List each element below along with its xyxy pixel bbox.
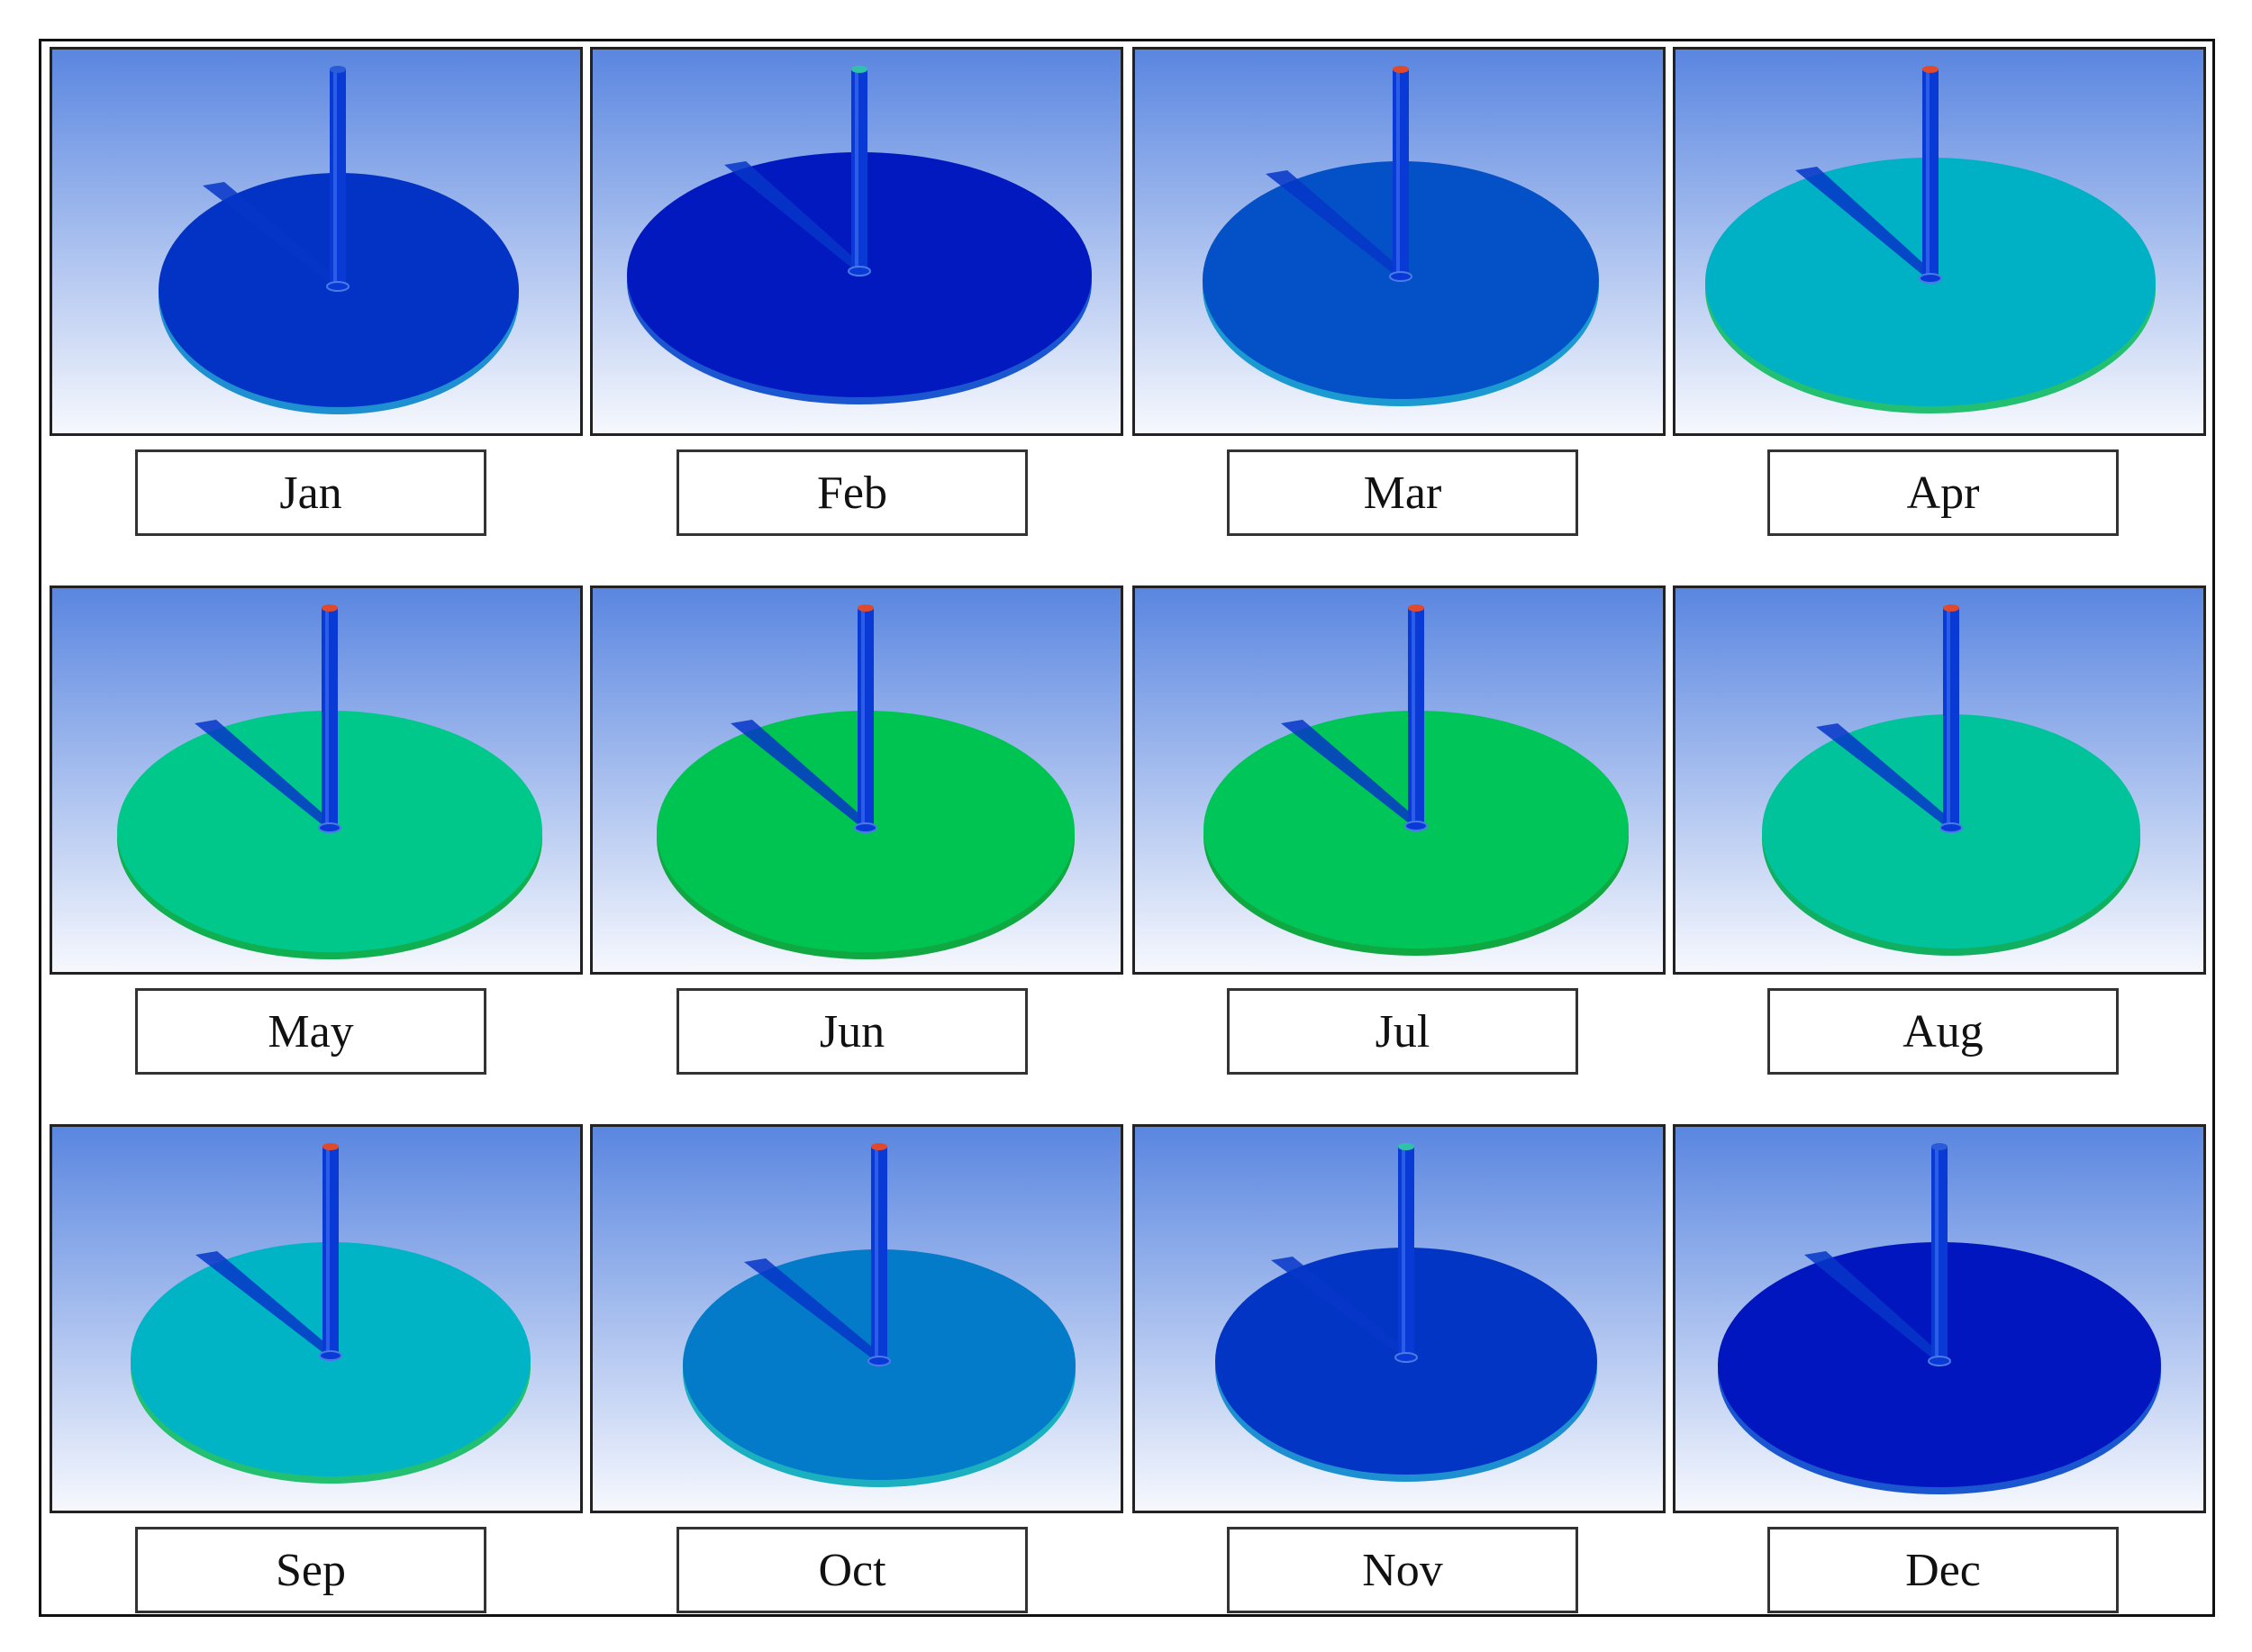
- month-label-sep: Sep: [135, 1527, 486, 1613]
- pole: [1398, 1147, 1414, 1357]
- pole-base: [1928, 1356, 1951, 1366]
- pole: [322, 1147, 339, 1356]
- pole-shadow: [744, 1258, 885, 1361]
- pole-shadow: [1281, 720, 1421, 826]
- pole-base: [854, 822, 877, 833]
- month-label-dec: Dec: [1767, 1527, 2119, 1613]
- pole-highlight: [1412, 608, 1415, 826]
- month-label-aug: Aug: [1767, 988, 2119, 1075]
- panel-render: [52, 50, 580, 433]
- pole-base: [319, 1350, 342, 1361]
- pole: [1922, 69, 1939, 278]
- simulation-panel-sep: [50, 1124, 583, 1513]
- month-label-jan: Jan: [135, 449, 486, 536]
- pole: [330, 69, 346, 286]
- pole-tip: [1408, 604, 1424, 612]
- pole: [1943, 608, 1959, 828]
- pole-highlight: [1402, 1147, 1405, 1357]
- simulation-panel-nov: [1132, 1124, 1666, 1513]
- simulation-panel-jan: [50, 47, 583, 436]
- pole: [1931, 1147, 1948, 1361]
- pole-highlight: [1396, 69, 1400, 277]
- pole-tip: [858, 604, 874, 612]
- panel-render: [1135, 1127, 1663, 1511]
- pole-shadow: [1795, 167, 1936, 278]
- pole-tip: [322, 604, 338, 612]
- simulation-panel-dec: [1673, 1124, 2206, 1513]
- figure-frame: [39, 39, 2215, 1617]
- pole-tip: [1943, 604, 1959, 612]
- pole-highlight: [1935, 1147, 1939, 1361]
- panel-render: [1675, 50, 2203, 433]
- pole-base: [1919, 273, 1942, 284]
- pole-base: [1404, 821, 1428, 831]
- simulation-panel-oct: [590, 1124, 1123, 1513]
- panel-render: [593, 1127, 1121, 1511]
- pole-tip: [871, 1143, 887, 1150]
- pole-shadow: [195, 720, 335, 828]
- pole-highlight: [326, 1147, 330, 1356]
- panel-render: [52, 1127, 580, 1511]
- pole-shadow: [195, 1251, 336, 1356]
- pole-highlight: [1947, 608, 1950, 828]
- panel-render: [52, 588, 580, 972]
- pole: [322, 608, 338, 828]
- month-label-may: May: [135, 988, 486, 1075]
- pole-base: [1389, 271, 1412, 282]
- pole-highlight: [1926, 69, 1930, 278]
- pole-highlight: [325, 608, 329, 828]
- pole-shadow: [1804, 1251, 1945, 1361]
- simulation-panel-feb: [590, 47, 1123, 436]
- pole-base: [326, 281, 350, 292]
- pole: [851, 69, 867, 271]
- pole: [871, 1147, 887, 1361]
- panel-render: [1135, 588, 1663, 972]
- simulation-panel-jul: [1132, 585, 1666, 975]
- panel-render: [1675, 1127, 2203, 1511]
- pole-tip: [330, 66, 346, 73]
- month-label-mar: Mar: [1227, 449, 1578, 536]
- simulation-panel-aug: [1673, 585, 2206, 975]
- simulation-panel-apr: [1673, 47, 2206, 436]
- pole-highlight: [333, 69, 337, 286]
- pole-highlight: [855, 69, 858, 271]
- pole-shadow: [1266, 170, 1406, 277]
- panel-render: [593, 588, 1121, 972]
- month-label-oct: Oct: [677, 1527, 1028, 1613]
- pole-base: [1939, 822, 1963, 833]
- pole-base: [1394, 1352, 1418, 1363]
- pole: [1393, 69, 1409, 277]
- month-label-nov: Nov: [1227, 1527, 1578, 1613]
- pole-tip: [851, 66, 867, 73]
- panel-render: [593, 50, 1121, 433]
- pole-base: [318, 822, 341, 833]
- pole-shadow: [1271, 1257, 1412, 1357]
- pole-base: [867, 1356, 891, 1366]
- pole-tip: [322, 1143, 339, 1150]
- month-label-jun: Jun: [677, 988, 1028, 1075]
- pole-highlight: [861, 608, 865, 828]
- pole: [858, 608, 874, 828]
- panel-render: [1675, 588, 2203, 972]
- simulation-panel-mar: [1132, 47, 1666, 436]
- pole-tip: [1393, 66, 1409, 73]
- pole-shadow: [724, 161, 865, 271]
- pole-tip: [1398, 1143, 1414, 1150]
- pole-shadow: [1816, 723, 1957, 828]
- pole-highlight: [875, 1147, 878, 1361]
- month-label-feb: Feb: [677, 449, 1028, 536]
- panel-render: [1135, 50, 1663, 433]
- pole: [1408, 608, 1424, 826]
- pole-shadow: [731, 720, 871, 828]
- pole-base: [848, 266, 871, 277]
- month-label-apr: Apr: [1767, 449, 2119, 536]
- simulation-panel-jun: [590, 585, 1123, 975]
- month-label-jul: Jul: [1227, 988, 1578, 1075]
- pole-tip: [1931, 1143, 1948, 1150]
- simulation-panel-may: [50, 585, 583, 975]
- pole-shadow: [203, 182, 343, 286]
- pole-tip: [1922, 66, 1939, 73]
